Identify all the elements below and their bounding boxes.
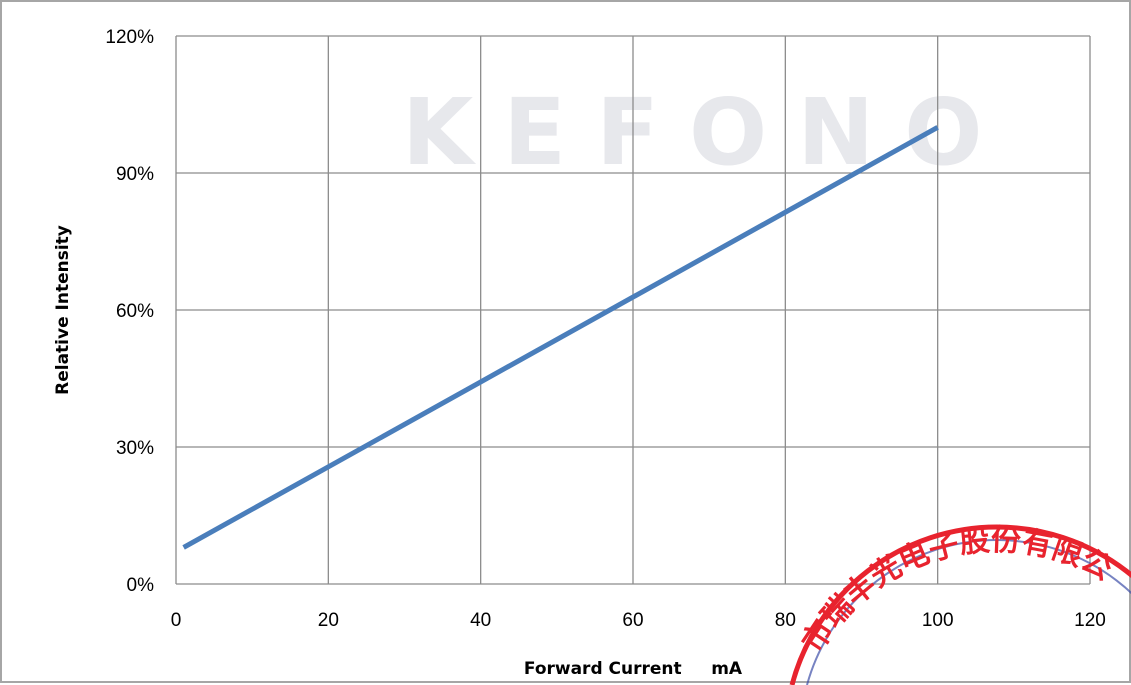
seal-text: 市瑞丰光电子股份有限公 — [796, 523, 1118, 659]
x-tick-label: 80 — [775, 610, 796, 631]
company-seal: 市瑞丰光电子股份有限公 — [789, 523, 1131, 685]
seal-text-path: 市瑞丰光电子股份有限公 — [796, 523, 1118, 659]
tick-labels: 0 20 40 60 80 100 120 0% 30% 60% 90% 120% — [105, 27, 1105, 631]
x-tick-label: 0 — [171, 610, 182, 631]
series-layer — [182, 125, 939, 550]
series-line — [182, 125, 939, 550]
x-tick-label: 60 — [622, 610, 643, 631]
y-tick-label: 30% — [116, 438, 154, 459]
x-tick-label: 100 — [922, 610, 954, 631]
x-tick-label: 120 — [1074, 610, 1106, 631]
x-axis-title: Forward Current mA — [524, 659, 743, 679]
y-tick-label: 90% — [116, 164, 154, 185]
watermark: KEFONO — [402, 79, 1012, 186]
y-axis-title: Relative Intensity — [53, 225, 73, 395]
watermark-text: KEFONO — [402, 79, 1012, 186]
y-tick-label: 0% — [127, 575, 155, 596]
x-tick-label: 20 — [318, 610, 339, 631]
y-tick-label: 60% — [116, 301, 154, 322]
y-tick-label: 120% — [105, 27, 154, 48]
x-tick-label: 40 — [470, 610, 491, 631]
